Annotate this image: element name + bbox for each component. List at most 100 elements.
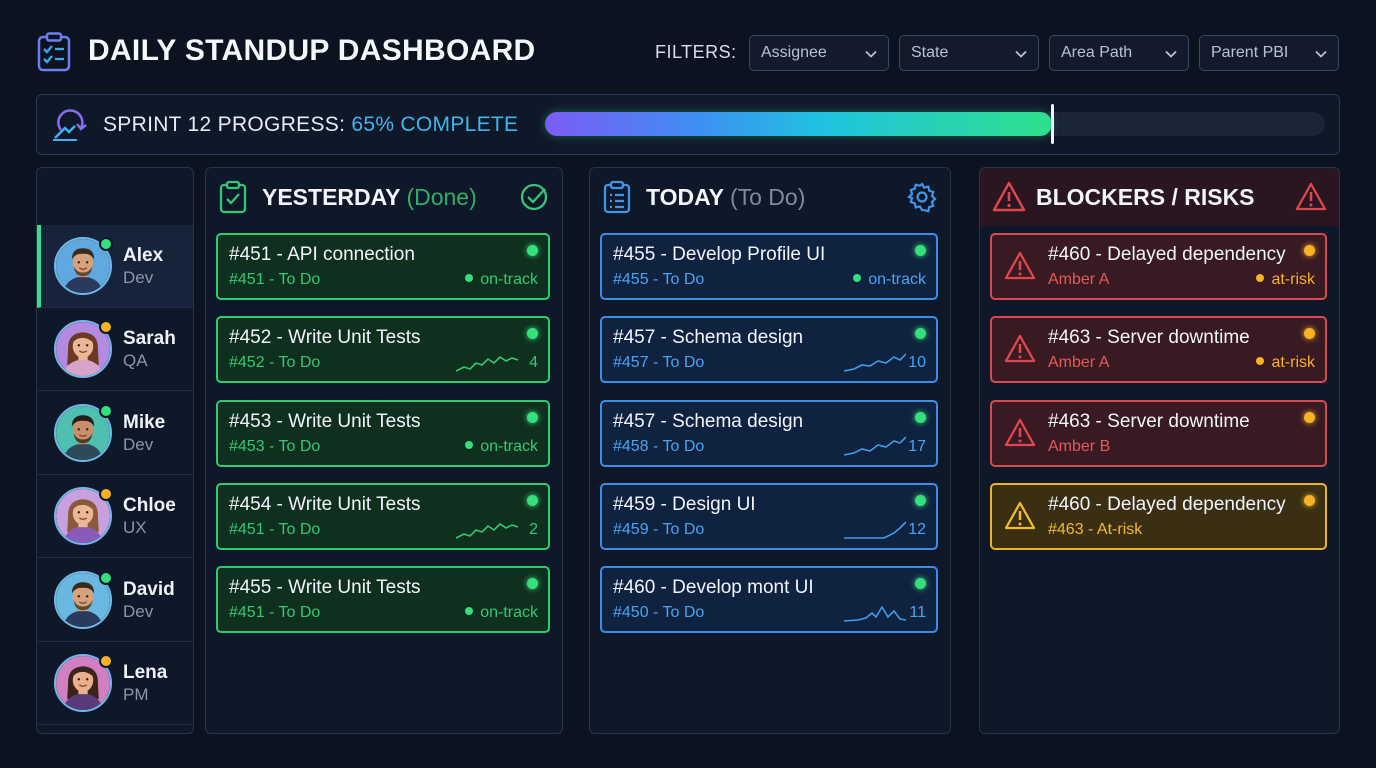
away-status-dot (99, 654, 113, 668)
work-item-card[interactable]: #457 - Schema design #457 - To Do 10 (600, 316, 938, 384)
work-item-card[interactable]: #463 - Server downtime Amber A at-risk (990, 316, 1327, 384)
status-text: at-risk (1271, 354, 1315, 372)
card-count: 2 (529, 520, 538, 538)
sparkline-icon (456, 356, 518, 373)
sprint-progress-marker (1050, 104, 1054, 144)
team-member-chloe[interactable]: Chloe UX (37, 475, 193, 559)
card-title: #454 - Write Unit Tests (229, 493, 421, 515)
sparkline-icon (456, 522, 518, 539)
member-role: Dev (123, 268, 154, 287)
card-status-dot (1304, 411, 1315, 423)
filter-assignee-dropdown[interactable]: Assignee (749, 35, 889, 71)
card-status-dot (527, 578, 538, 590)
card-title: #452 - Write Unit Tests (229, 327, 421, 349)
card-status-label: on-track (853, 271, 926, 289)
card-count: 17 (908, 437, 926, 455)
warning-triangle-icon (1004, 335, 1036, 363)
card-status-label: at-risk (1256, 271, 1315, 289)
status-indicator-dot (1256, 274, 1265, 282)
card-status-dot (1304, 245, 1315, 256)
page-title: DAILY STANDUP DASHBOARD (88, 34, 536, 67)
work-item-card[interactable]: #451 - API connection #451 - To Do on-trac… (216, 233, 550, 300)
card-status-label: at-risk (1256, 354, 1315, 372)
filter-state-dropdown[interactable]: State (899, 35, 1039, 71)
card-title: #455 - Write Unit Tests (229, 577, 421, 599)
card-subtitle: #458 - To Do (613, 437, 705, 455)
card-subtitle: #451 - To Do (229, 604, 321, 622)
online-status-dot (99, 403, 113, 418)
sprint-progress-panel: SPRINT 12 PROGRESS: 65% COMPLETE (36, 94, 1340, 155)
team-member-lena[interactable]: Lena PM (37, 642, 193, 725)
card-subtitle: #459 - To Do (613, 520, 705, 538)
work-item-card[interactable]: #455 - Develop Profile UI #455 - To Do on-… (600, 233, 938, 300)
card-count: 12 (908, 520, 926, 538)
team-member-alex[interactable]: Alex Dev (37, 225, 193, 308)
card-title: #457 - Schema design (613, 410, 804, 432)
filter-label: State (911, 44, 949, 61)
card-status-label: on-track (465, 604, 538, 622)
team-member-david[interactable]: David Dev (37, 559, 193, 642)
status-text: at-risk (1271, 271, 1315, 288)
warning-triangle-icon[interactable] (1295, 181, 1327, 213)
work-item-card[interactable]: #454 - Write Unit Tests #451 - To Do 2 (216, 482, 550, 550)
yesterday-column: YESTERDAY (Done) #451 - API connection #4… (205, 167, 563, 734)
work-item-card[interactable]: #459 - Design UI #459 - To Do 12 (600, 482, 938, 550)
team-member-mike[interactable]: Mike Dev (37, 392, 193, 475)
card-status-label: on-track (465, 271, 538, 289)
clipboard-list-icon (603, 180, 631, 214)
card-status-dot (915, 411, 926, 423)
work-item-card[interactable]: #460 - Develop mont UI #450 - To Do 11 (600, 566, 938, 634)
work-item-card[interactable]: #460 - Delayed dependency #463 - At-risk (990, 482, 1327, 550)
work-item-card[interactable]: #463 - Server downtime Amber B (990, 399, 1327, 467)
today-column-title: TODAY (To Do) (646, 184, 805, 211)
filter-parent-pbi-dropdown[interactable]: Parent PBI (1199, 35, 1339, 71)
card-title: #457 - Schema design (613, 327, 804, 349)
member-role: UX (123, 518, 147, 538)
sprint-cycle-icon (53, 109, 87, 141)
member-role: QA (123, 351, 148, 371)
yesterday-column-header: YESTERDAY (Done) (206, 168, 562, 226)
status-text: on-track (480, 437, 538, 455)
card-status-dot (527, 411, 538, 423)
work-item-card[interactable]: #453 - Write Unit Tests #453 - To Do on-tr… (216, 399, 550, 467)
warning-triangle-icon (1004, 501, 1036, 530)
work-item-card[interactable]: #452 - Write Unit Tests #452 - To Do 4 (216, 316, 550, 384)
online-status-dot (99, 570, 113, 585)
card-title: #455 - Develop Profile UI (613, 244, 826, 265)
filter-area-path-dropdown[interactable]: Area Path (1049, 35, 1189, 71)
work-item-card[interactable]: #460 - Delayed dependency Amber A at-risk (990, 233, 1327, 300)
status-indicator-dot (853, 274, 862, 282)
card-subtitle: #450 - To Do (613, 604, 705, 622)
card-subtitle: Amber B (1048, 437, 1111, 455)
team-member-sarah[interactable]: Sarah QA (37, 308, 193, 392)
blockers-column-title: BLOCKERS / RISKS (1036, 184, 1255, 210)
gear-icon[interactable] (906, 181, 938, 213)
card-status-dot (915, 578, 926, 590)
card-subtitle: #457 - To Do (613, 354, 705, 372)
today-column-header: TODAY (To Do) (590, 168, 950, 226)
sparkline-icon (844, 353, 906, 373)
status-text: on-track (868, 271, 926, 288)
member-name: Lena (123, 662, 168, 683)
work-item-card[interactable]: #457 - Schema design #458 - To Do 17 (600, 399, 938, 467)
chevron-down-icon (1165, 50, 1177, 58)
work-item-card[interactable]: #455 - Write Unit Tests #451 - To Do on-tr… (216, 566, 550, 634)
status-indicator-dot (465, 440, 474, 449)
avatar (54, 403, 112, 462)
card-subtitle: #463 - At-risk (1048, 520, 1143, 538)
card-title: #453 - Write Unit Tests (229, 410, 421, 432)
card-status-dot (1304, 328, 1315, 340)
card-status-label: on-track (465, 438, 538, 456)
blockers-column: BLOCKERS / RISKS #460 - Delayed dependen… (979, 167, 1340, 734)
card-status-dot (915, 245, 926, 256)
check-circle-icon[interactable] (518, 181, 550, 213)
card-count: 4 (529, 354, 538, 372)
sprint-progress-bar (545, 104, 1325, 144)
away-status-dot (99, 487, 113, 502)
card-count: 11 (909, 604, 926, 622)
card-subtitle: #453 - To Do (229, 437, 321, 455)
column-subtitle-text: (To Do) (729, 184, 806, 210)
warning-triangle-icon (992, 181, 1026, 212)
yesterday-column-title: YESTERDAY (Done) (262, 184, 477, 211)
filter-label: Area Path (1061, 44, 1133, 61)
